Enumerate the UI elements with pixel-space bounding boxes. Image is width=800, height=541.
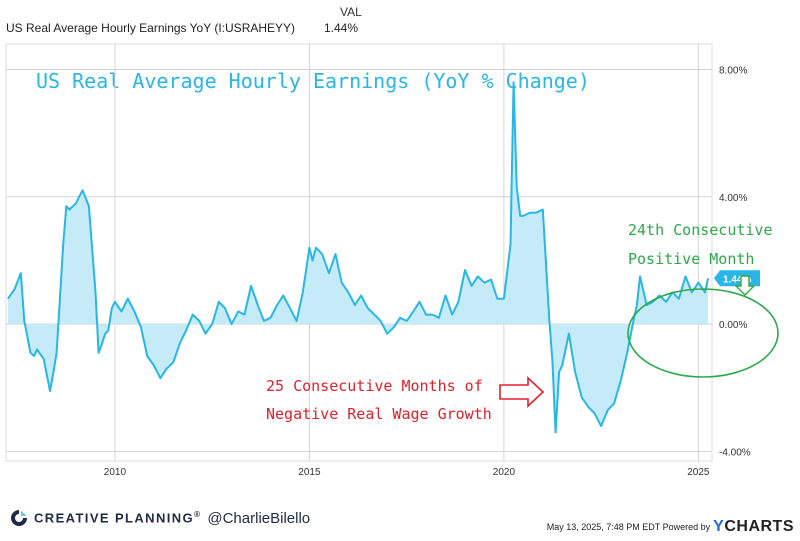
legend-row: VAL US Real Average Hourly Earnings YoY … [4, 2, 424, 36]
x-tick-label: 2015 [298, 467, 321, 478]
footer-credit: May 13, 2025, 7:48 PM EDT Powered by YCH… [547, 518, 794, 536]
last-value-badge: 1.44% [714, 270, 760, 287]
positive-annotation-line2: Positive Month [628, 250, 754, 268]
brand-handle[interactable]: @CharlieBilello [207, 509, 311, 527]
negative-annotation-line2: Negative Real Wage Growth [266, 405, 492, 423]
right-arrow-icon [499, 376, 545, 408]
chart-title: US Real Average Hourly Earnings (YoY % C… [36, 69, 590, 93]
down-arrow-icon [734, 275, 756, 296]
positive-annotation-line1: 24th Consecutive [628, 221, 773, 239]
series-line [7, 81, 710, 434]
creative-planning-logo-icon [11, 510, 27, 526]
y-tick-label: 0.00% [719, 320, 747, 331]
y-tick-label: 8.00% [719, 65, 747, 76]
chart: US Real Average Hourly Earnings (YoY % C… [5, 43, 779, 478]
x-tick-label: 2025 [687, 467, 710, 478]
footer-brand: CREATIVE PLANNING® @CharlieBilello [10, 506, 310, 530]
positive-annotation: 24th Consecutive Positive Month [627, 221, 779, 378]
ycharts-logo[interactable]: YCHARTS [713, 518, 794, 535]
negative-annotation-line1: 25 Consecutive Months of [266, 377, 483, 395]
negative-annotation: 25 Consecutive Months of Negative Real W… [266, 376, 545, 423]
x-tick-label: 2020 [493, 467, 516, 478]
legend-val-header: VAL [340, 5, 362, 19]
grid-lines [6, 44, 712, 461]
y-tick-label: -4.00% [719, 447, 751, 458]
x-axis: 2010 2015 2020 2025 [104, 467, 710, 478]
last-value-badge-text: 1.44% [723, 274, 751, 285]
legend-series-name[interactable]: US Real Average Hourly Earnings YoY (I:U… [6, 21, 296, 35]
highlight-ellipse [627, 288, 779, 378]
timestamp-powered-by: May 13, 2025, 7:48 PM EDT Powered by [546, 522, 711, 532]
brand-name: CREATIVE PLANNING® [34, 510, 202, 526]
y-axis: 8.00% 4.00% 0.00% -4.00% [719, 65, 751, 458]
x-tick-label: 2010 [104, 467, 127, 478]
legend-value: 1.44% [324, 21, 359, 35]
y-tick-label: 4.00% [719, 193, 747, 204]
